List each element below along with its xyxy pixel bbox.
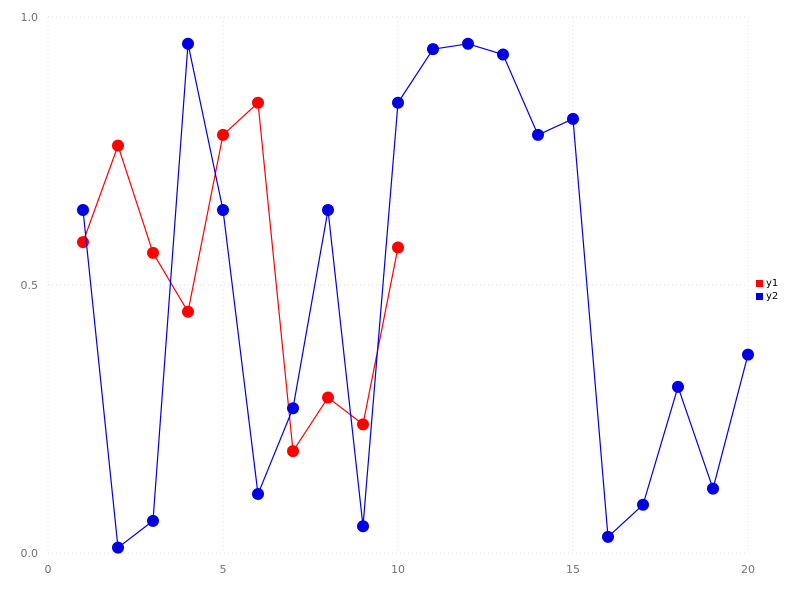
data-point-y1 [392, 241, 404, 254]
x-tick-label: 20 [741, 563, 755, 576]
data-point-y1 [287, 445, 299, 458]
chart-legend: y1 y2 [756, 277, 778, 303]
data-point-y2 [742, 348, 754, 361]
data-point-y2 [112, 541, 124, 554]
data-point-y1 [112, 139, 124, 152]
data-point-y2 [462, 37, 474, 50]
data-point-y2 [147, 514, 159, 527]
data-point-y1 [217, 128, 229, 141]
x-tick-label: 0 [45, 563, 52, 576]
series-line-y2 [82, 43, 749, 549]
data-point-y2 [567, 112, 579, 125]
data-point-y1 [322, 391, 334, 404]
data-point-y2 [532, 128, 544, 141]
legend-item-y1: y1 [756, 277, 778, 290]
y-tick-label: 1.0 [21, 11, 39, 24]
data-point-y2 [497, 48, 509, 61]
data-point-y1 [147, 246, 159, 259]
data-point-y2 [182, 37, 194, 50]
data-point-y2 [707, 482, 719, 495]
data-point-y2 [322, 203, 334, 216]
legend-swatch-y1 [756, 280, 763, 287]
data-point-y2 [217, 203, 229, 216]
x-tick-label: 5 [220, 563, 227, 576]
data-point-y2 [77, 203, 89, 216]
legend-label-y1: y1 [766, 278, 779, 289]
legend-swatch-y2 [756, 293, 763, 300]
data-point-y1 [357, 418, 369, 431]
data-point-y2 [637, 498, 649, 511]
x-tick-label: 15 [566, 563, 580, 576]
y-tick-label: 0.0 [21, 547, 39, 560]
data-point-y2 [602, 530, 614, 543]
data-point-y1 [252, 96, 264, 109]
series-line-y1 [82, 102, 399, 452]
data-point-y2 [672, 380, 684, 393]
data-point-y2 [427, 43, 439, 56]
legend-item-y2: y2 [756, 290, 778, 303]
data-point-y2 [287, 402, 299, 415]
data-point-y2 [357, 520, 369, 533]
data-point-y2 [252, 488, 264, 501]
y-tick-label: 0.5 [21, 279, 39, 292]
data-point-y1 [182, 305, 194, 318]
data-point-y2 [392, 96, 404, 109]
legend-label-y2: y2 [766, 291, 779, 302]
x-tick-label: 10 [391, 563, 405, 576]
